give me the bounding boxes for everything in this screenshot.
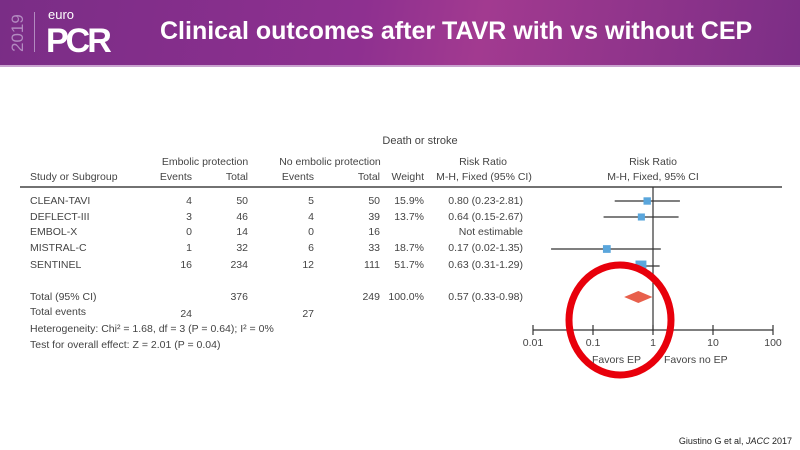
citation-authors: Giustino G et al, [678,436,746,446]
row-weight: 13.7% [394,211,424,223]
col-study: Study or Subgroup [30,171,118,183]
row-total1: 32 [236,242,248,254]
row-weight: 51.7% [394,259,424,271]
row-rr: 0.63 (0.31-1.29) [448,259,523,271]
slide-header [0,0,800,65]
row-study: EMBOL-X [30,226,78,238]
row-events1: 16 [180,259,192,271]
pooled-diamond [624,291,653,303]
citation-year: 2017 [769,436,792,446]
overall-effect: Test for overall effect: Z = 2.01 (P = 0… [30,339,221,351]
row-events2: 0 [308,226,314,238]
row-events1: 1 [186,242,192,254]
total-events1: 24 [180,308,192,320]
favors-left: Favors EP [592,354,642,366]
group2-header: No embolic protection [279,156,381,168]
favors-right: Favors no EP [664,354,728,366]
col-rr-title: Risk Ratio [459,156,507,168]
outcome-title: Death or stroke [382,135,458,147]
row-study: CLEAN-TAVI [30,195,91,207]
x-tick-label: 100 [764,337,782,349]
total-rr: 0.57 (0.33-0.98) [448,291,523,303]
row-weight: 18.7% [394,242,424,254]
row-total2: 50 [368,195,380,207]
total-t2: 249 [362,291,380,303]
row-total1: 50 [236,195,248,207]
citation-journal: JACC [745,436,770,446]
heterogeneity: Heterogeneity: Chi² = 1.68, df = 3 (P = … [30,323,274,335]
study-square [602,245,611,253]
row-rr: 0.64 (0.15-2.67) [448,211,523,223]
col-rr-sub: M-H, Fixed (95% CI) [436,171,532,183]
row-events1: 3 [186,211,192,223]
row-events2: 5 [308,195,314,207]
total-events-label: Total events [30,306,87,318]
row-weight: 15.9% [394,195,424,207]
study-square [637,213,645,221]
row-study: DEFLECT-III [30,211,90,223]
col-events1: Events [159,171,192,183]
total-t1: 376 [230,291,248,303]
col-plot-title: Risk Ratio [629,156,677,168]
row-study: MISTRAL-C [30,242,87,254]
row-total2: 39 [368,211,380,223]
x-tick-label: 1 [650,337,656,349]
group1-header: Embolic protection [161,156,249,168]
col-total2: Total [357,171,380,183]
col-weight: Weight [391,171,425,183]
total-weight: 100.0% [388,291,424,303]
row-rr: Not estimable [458,226,523,238]
logo-euro: euro [48,7,75,22]
row-events2: 6 [308,242,314,254]
x-tick-label: 0.01 [522,337,544,349]
col-plot-sub: M-H, Fixed, 95% CI [607,171,699,183]
row-events1: 0 [186,226,192,238]
total-label: Total (95% CI) [30,291,97,303]
row-total1: 234 [230,259,248,271]
row-total1: 46 [236,211,248,223]
row-total2: 33 [368,242,380,254]
row-events2: 12 [302,259,314,271]
citation: Giustino G et al, JACC 2017 [679,436,792,447]
logo-pcr: PCR [46,22,112,60]
annotation-circle [565,261,675,379]
slide-title: Clinical outcomes after TAVR with vs wit… [160,17,753,45]
total-events2: 27 [302,308,314,320]
row-events2: 4 [308,211,314,223]
header-divider [0,65,800,67]
col-total1: Total [225,171,248,183]
col-events2: Events [281,171,314,183]
row-rr: 0.17 (0.02-1.35) [448,242,523,254]
study-square [643,197,651,205]
row-total2: 111 [364,259,380,271]
row-total1: 14 [236,226,248,238]
x-tick-label: 0.1 [585,337,601,349]
x-tick-label: 10 [707,337,719,349]
logo-divider [34,12,35,52]
row-rr: 0.80 (0.23-2.81) [448,195,523,207]
row-study: SENTINEL [30,259,82,271]
row-total2: 16 [368,226,380,238]
row-events1: 4 [186,195,192,207]
